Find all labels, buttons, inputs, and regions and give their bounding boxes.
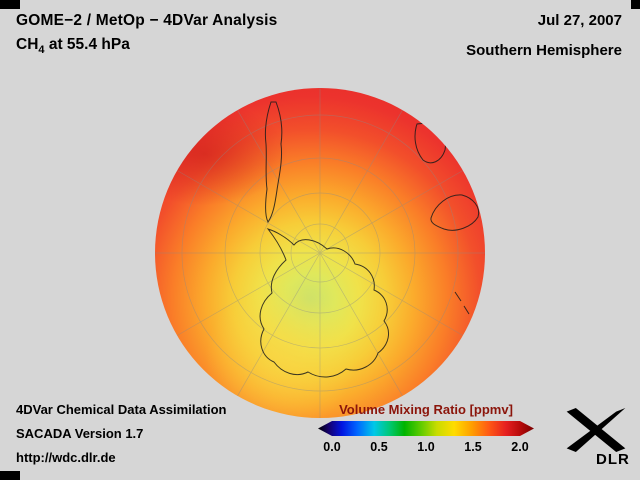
hemisphere-label: Southern Hemisphere xyxy=(466,42,622,59)
hemisphere-map xyxy=(155,88,485,418)
footer-url: http://wdc.dlr.de xyxy=(16,450,116,465)
tick-label: 1.5 xyxy=(464,440,482,454)
graticule-grid xyxy=(155,88,485,418)
africa-coastline xyxy=(414,121,446,164)
footer-assimilation: 4DVar Chemical Data Assimilation xyxy=(16,402,227,417)
dlr-logo-text: DLR xyxy=(596,451,630,468)
map-overlay xyxy=(155,88,485,418)
tick-label: 0.0 xyxy=(323,440,341,454)
footer-version: SACADA Version 1.7 xyxy=(16,426,144,441)
plot-subtitle: CH4 at 55.4 hPa xyxy=(16,36,130,56)
colorbar-ticks: 0.0 0.5 1.0 1.5 2.0 xyxy=(323,440,528,455)
date-label: Jul 27, 2007 xyxy=(537,12,622,29)
colorbar xyxy=(318,421,534,436)
variable-subscript: 4 xyxy=(38,44,45,57)
tick-label: 0.5 xyxy=(370,440,388,454)
colorbar-title: Volume Mixing Ratio [ppmv] xyxy=(339,402,513,417)
corner-mark-top-left xyxy=(0,0,20,9)
antarctica-coastline xyxy=(259,228,390,378)
plot-title: GOME−2 / MetOp − 4DVar Analysis xyxy=(16,12,278,29)
corner-mark-bottom-left xyxy=(0,471,20,480)
south-america-coastline xyxy=(264,101,283,223)
corner-mark-top-right xyxy=(631,0,640,9)
tick-label: 2.0 xyxy=(511,440,529,454)
new-zealand-coastline xyxy=(454,291,470,315)
dlr-logo-icon xyxy=(566,408,626,452)
pressure-level: at 55.4 hPa xyxy=(44,36,130,53)
variable-name: CH xyxy=(16,36,39,53)
australia-coastline xyxy=(430,194,480,231)
tick-label: 1.0 xyxy=(417,440,435,454)
